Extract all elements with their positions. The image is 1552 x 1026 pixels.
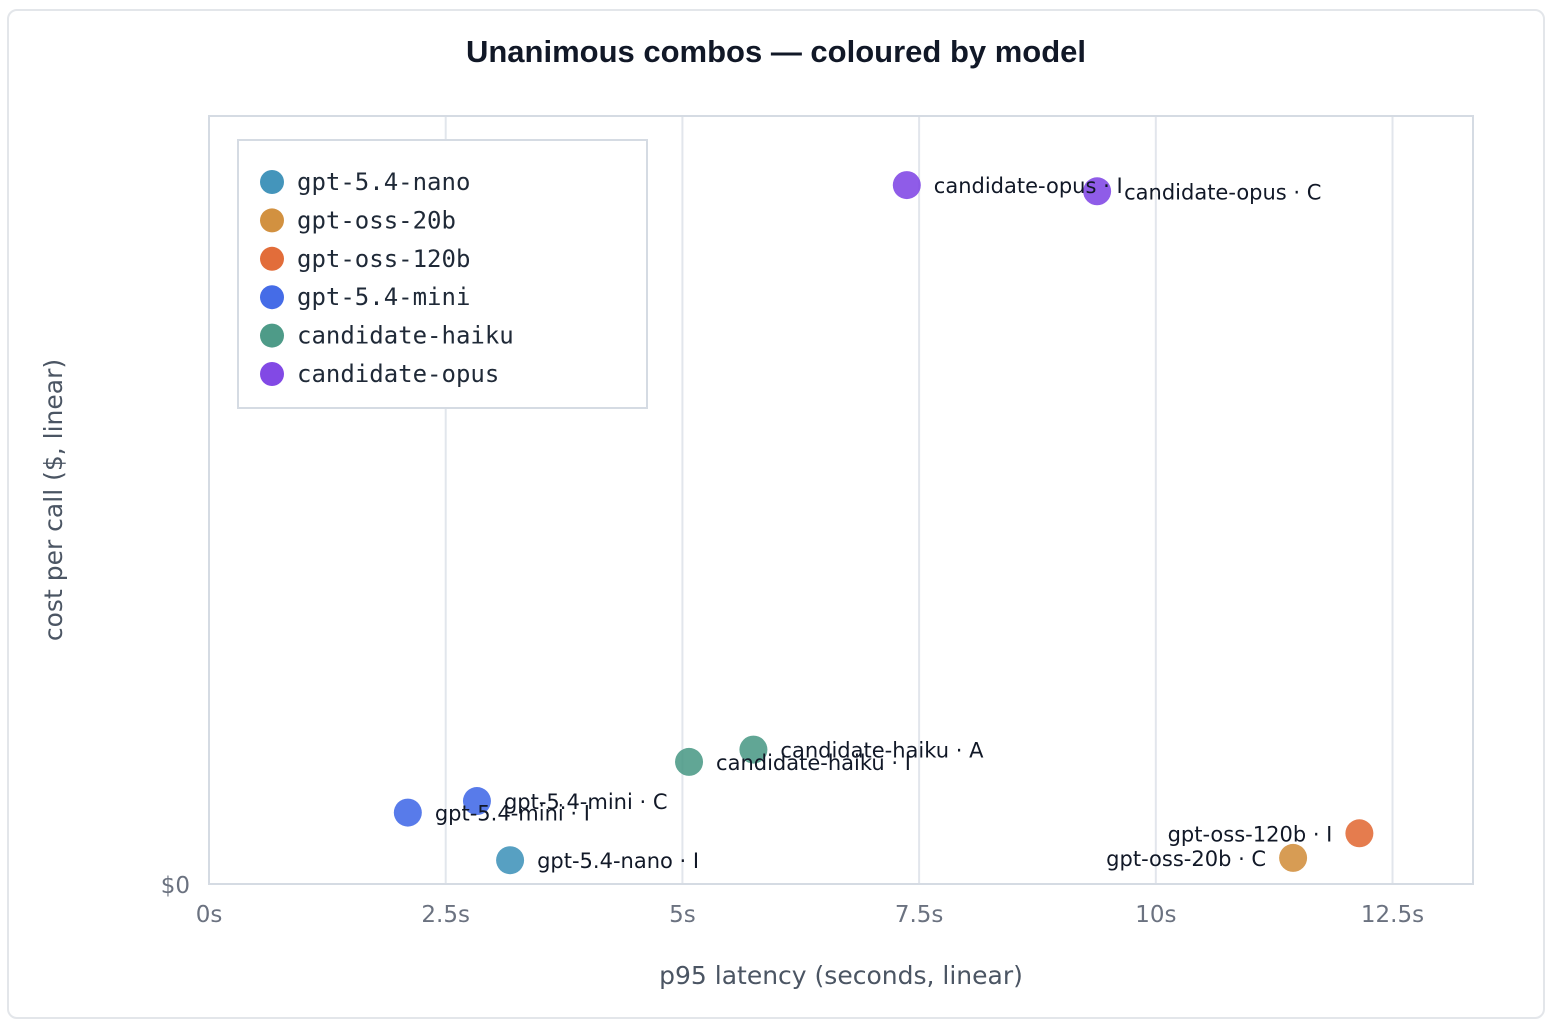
legend: gpt-5.4-nano gpt-oss-20b gpt-oss-120b gpt-5…: [237, 139, 648, 409]
scatter-point: [739, 735, 768, 764]
legend-swatch: [260, 285, 284, 310]
legend-swatch: [260, 246, 284, 271]
point-label: gpt-5.4-mini · C: [504, 790, 668, 814]
legend-swatch: [260, 362, 284, 386]
legend-swatch: [260, 170, 284, 194]
legend-entry: candidate-haiku: [297, 322, 514, 350]
scatter-point: [892, 171, 921, 200]
x-tick-label: 7.5s: [895, 902, 944, 928]
x-tick-label: 10s: [1135, 902, 1176, 928]
y-axis-ticks: $0: [161, 873, 190, 899]
y-tick-label: $0: [161, 873, 190, 899]
x-tick-label: 2.5s: [421, 902, 470, 928]
scatter-point: [1345, 819, 1374, 848]
scatter-point: [1083, 177, 1112, 206]
point-label: gpt-5.4-nano · I: [537, 849, 699, 873]
point-label: gpt-5.4-mini · I: [435, 802, 590, 826]
x-tick-label: 5s: [669, 902, 696, 928]
point-label: candidate-opus · C: [1124, 180, 1321, 204]
plot-area: [208, 115, 1474, 885]
legend-entry: gpt-oss-120b: [297, 245, 470, 273]
legend-box: [237, 139, 648, 409]
legend-swatch: [260, 208, 284, 233]
x-axis-ticks: 0s 2.5s 5s 7.5s 10s 12.5s: [196, 902, 1424, 928]
legend-entry: gpt-oss-20b: [297, 206, 456, 234]
scatter-point: [496, 846, 525, 875]
legend-swatch: [260, 323, 284, 348]
point-label: candidate-haiku · A: [780, 739, 984, 763]
scatter-point: [462, 787, 491, 816]
point-label: candidate-haiku · I: [716, 751, 911, 775]
x-axis-label: p95 latency (seconds, linear): [659, 961, 1023, 990]
x-tick-label: 0s: [196, 902, 223, 928]
point-label: gpt-oss-20b · C: [1106, 847, 1266, 871]
y-axis-label: cost per call ($, linear): [39, 359, 68, 641]
chart-title: Unanimous combos — coloured by model: [466, 34, 1086, 69]
point-label: gpt-oss-120b · I: [1168, 822, 1333, 846]
legend-entry: candidate-opus: [297, 360, 499, 388]
x-tick-label: 12.5s: [1361, 902, 1424, 928]
point-label: candidate-opus · I: [934, 174, 1123, 198]
scatter-point: [675, 747, 704, 776]
data-points: [393, 171, 1374, 875]
legend-entry: gpt-5.4-nano: [297, 168, 470, 196]
scatter-point: [393, 798, 422, 827]
legend-entry: gpt-5.4-mini: [297, 283, 470, 311]
scatter-point: [1279, 843, 1308, 872]
